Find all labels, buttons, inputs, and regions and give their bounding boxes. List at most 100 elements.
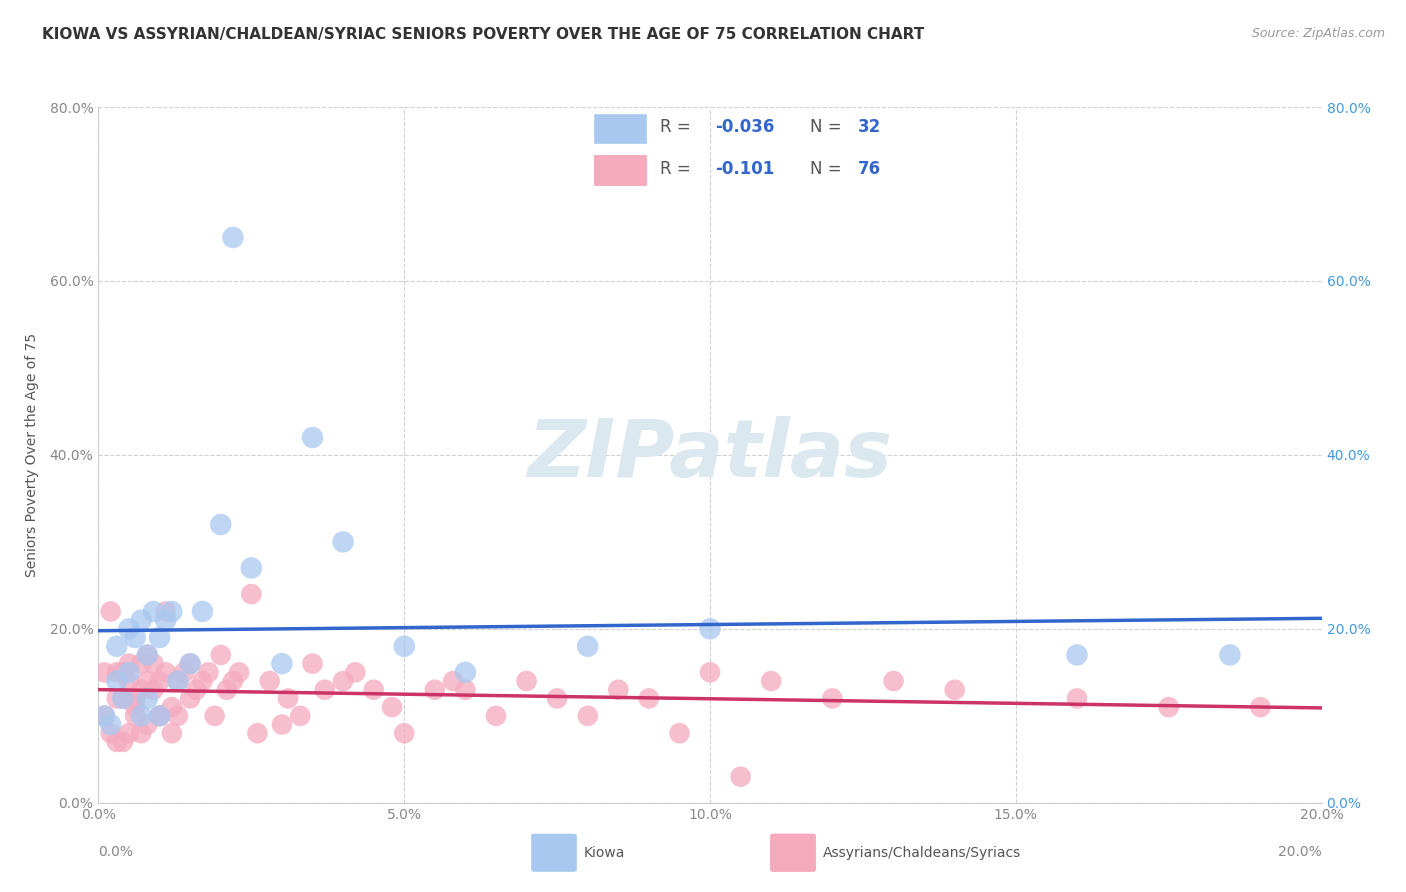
Point [155, 665, 177, 680]
Point [423, 682, 446, 697]
Point [129, 726, 152, 740]
Point [314, 682, 336, 697]
Point [100, 605, 122, 619]
Point [240, 587, 263, 601]
Point [93, 708, 115, 723]
Point [129, 613, 152, 627]
Point [105, 735, 128, 749]
Point [301, 431, 323, 445]
Point [191, 674, 214, 689]
Point [149, 708, 172, 723]
Point [93, 665, 115, 680]
Point [209, 648, 232, 662]
Point [485, 708, 508, 723]
Point [222, 674, 245, 689]
Point [607, 682, 630, 697]
Point [149, 708, 172, 723]
Point [124, 700, 146, 714]
Text: KIOWA VS ASSYRIAN/CHALDEAN/SYRIAC SENIORS POVERTY OVER THE AGE OF 75 CORRELATION: KIOWA VS ASSYRIAN/CHALDEAN/SYRIAC SENIOR… [42, 27, 924, 42]
Point [93, 708, 115, 723]
Point [136, 648, 159, 662]
Point [699, 665, 721, 680]
Text: R =: R = [661, 119, 696, 136]
Point [576, 708, 599, 723]
Point [142, 682, 165, 697]
Point [204, 708, 226, 723]
Point [699, 622, 721, 636]
Text: R =: R = [661, 160, 696, 178]
Text: N =: N = [810, 160, 846, 178]
Point [270, 657, 292, 671]
Text: Assyrians/Chaldeans/Syriacs: Assyrians/Chaldeans/Syriacs [823, 846, 1021, 860]
Point [118, 665, 141, 680]
Point [129, 657, 152, 671]
Point [118, 622, 141, 636]
Point [149, 708, 172, 723]
Bar [595, 155, 645, 185]
Point [441, 674, 464, 689]
Point [1066, 691, 1088, 706]
Point [100, 717, 122, 731]
Point [332, 534, 354, 549]
Point [129, 682, 152, 697]
Point [179, 657, 201, 671]
Point [277, 691, 299, 706]
Text: ZIPatlas: ZIPatlas [527, 416, 893, 494]
Point [668, 726, 690, 740]
Point [883, 674, 905, 689]
Point [105, 691, 128, 706]
Point [516, 674, 538, 689]
Point [576, 639, 599, 653]
Point [240, 561, 263, 575]
Point [118, 674, 141, 689]
Point [332, 674, 354, 689]
Point [454, 665, 477, 680]
Point [160, 605, 183, 619]
Point [1249, 700, 1271, 714]
Point [160, 700, 183, 714]
Point [197, 665, 219, 680]
Point [111, 735, 134, 749]
Point [155, 613, 177, 627]
Point [1157, 700, 1180, 714]
Point [392, 726, 416, 740]
Point [111, 665, 134, 680]
Bar [595, 114, 645, 144]
Point [124, 631, 146, 645]
Point [160, 726, 183, 740]
Point [363, 682, 385, 697]
Point [142, 657, 165, 671]
Point [943, 682, 966, 697]
Point [344, 665, 367, 680]
Y-axis label: Seniors Poverty Over the Age of 75: Seniors Poverty Over the Age of 75 [24, 333, 38, 577]
Point [105, 674, 128, 689]
Point [136, 648, 159, 662]
Point [100, 726, 122, 740]
Text: Source: ZipAtlas.com: Source: ZipAtlas.com [1251, 27, 1385, 40]
Point [124, 708, 146, 723]
Text: 76: 76 [858, 160, 880, 178]
Point [228, 665, 250, 680]
Point [149, 631, 172, 645]
Point [381, 700, 404, 714]
Text: -0.036: -0.036 [716, 119, 775, 136]
Point [179, 691, 201, 706]
Text: 32: 32 [858, 119, 882, 136]
Point [730, 770, 752, 784]
Text: N =: N = [810, 119, 846, 136]
Point [173, 665, 195, 680]
Point [167, 674, 190, 689]
Point [105, 665, 128, 680]
Point [136, 717, 159, 731]
Point [129, 708, 152, 723]
Point [191, 605, 214, 619]
Point [149, 674, 172, 689]
Point [759, 674, 782, 689]
Point [215, 682, 238, 697]
Point [167, 674, 190, 689]
Point [118, 657, 141, 671]
Text: -0.101: -0.101 [716, 160, 775, 178]
Text: 0.0%: 0.0% [98, 845, 134, 859]
Point [136, 674, 159, 689]
Point [142, 605, 165, 619]
